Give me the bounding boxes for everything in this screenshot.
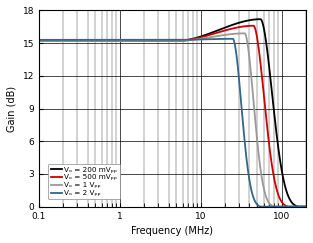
Vₒ = 1 Vₚₚ — [272, 205, 276, 208]
Vₒ = 2 Vₚₚ — [83, 38, 87, 41]
Y-axis label: Gain (dB): Gain (dB) — [7, 86, 17, 132]
Line: Vₒ = 1 Vₚₚ: Vₒ = 1 Vₚₚ — [39, 33, 306, 207]
Vₒ = 2 Vₚₚ — [140, 38, 143, 41]
Vₒ = 500 mVₚₚ — [37, 40, 41, 43]
Vₒ = 500 mVₚₚ — [299, 205, 303, 208]
X-axis label: Frequency (MHz): Frequency (MHz) — [131, 226, 213, 236]
Vₒ = 1 Vₚₚ — [140, 40, 143, 43]
Vₒ = 500 mVₚₚ — [68, 40, 71, 43]
Vₒ = 1 Vₚₚ — [151, 40, 155, 43]
Line: Vₒ = 500 mVₚₚ: Vₒ = 500 mVₚₚ — [39, 26, 306, 207]
Vₒ = 500 mVₚₚ — [83, 40, 87, 43]
Vₒ = 1 Vₚₚ — [299, 205, 303, 208]
Vₒ = 2 Vₚₚ — [299, 205, 303, 208]
Vₒ = 1 Vₚₚ — [37, 40, 41, 43]
Vₒ = 1 Vₚₚ — [83, 40, 87, 43]
Vₒ = 500 mVₚₚ — [286, 205, 290, 208]
Vₒ = 1 Vₚₚ — [270, 205, 274, 208]
Line: Vₒ = 200 mVₚₚ: Vₒ = 200 mVₚₚ — [39, 19, 306, 207]
Vₒ = 2 Vₚₚ — [259, 205, 263, 208]
Vₒ = 2 Vₚₚ — [151, 38, 155, 41]
Vₒ = 200 mVₚₚ — [83, 40, 87, 43]
Vₒ = 2 Vₚₚ — [231, 37, 235, 40]
Vₒ = 200 mVₚₚ — [270, 93, 274, 95]
Vₒ = 500 mVₚₚ — [270, 165, 274, 168]
Vₒ = 200 mVₚₚ — [151, 40, 155, 43]
Vₒ = 200 mVₚₚ — [304, 205, 308, 208]
Line: Vₒ = 2 Vₚₚ: Vₒ = 2 Vₚₚ — [39, 39, 306, 207]
Vₒ = 1 Vₚₚ — [243, 32, 247, 35]
Vₒ = 500 mVₚₚ — [304, 205, 308, 208]
Vₒ = 200 mVₚₚ — [68, 40, 71, 43]
Vₒ = 2 Vₚₚ — [37, 38, 41, 41]
Vₒ = 500 mVₚₚ — [140, 40, 143, 43]
Vₒ = 200 mVₚₚ — [296, 205, 300, 208]
Vₒ = 200 mVₚₚ — [299, 205, 303, 208]
Vₒ = 1 Vₚₚ — [68, 40, 71, 43]
Vₒ = 500 mVₚₚ — [151, 40, 155, 43]
Vₒ = 500 mVₚₚ — [252, 24, 255, 27]
Vₒ = 200 mVₚₚ — [140, 40, 143, 43]
Vₒ = 2 Vₚₚ — [304, 205, 308, 208]
Legend: Vₒ = 200 mVₚₚ, Vₒ = 500 mVₚₚ, Vₒ = 1 Vₚₚ, Vₒ = 2 Vₚₚ: Vₒ = 200 mVₚₚ, Vₒ = 500 mVₚₚ, Vₒ = 1 Vₚₚ… — [48, 164, 120, 199]
Vₒ = 200 mVₚₚ — [259, 18, 263, 21]
Vₒ = 2 Vₚₚ — [270, 205, 274, 208]
Vₒ = 200 mVₚₚ — [37, 40, 41, 43]
Vₒ = 1 Vₚₚ — [304, 205, 308, 208]
Vₒ = 2 Vₚₚ — [68, 38, 71, 41]
